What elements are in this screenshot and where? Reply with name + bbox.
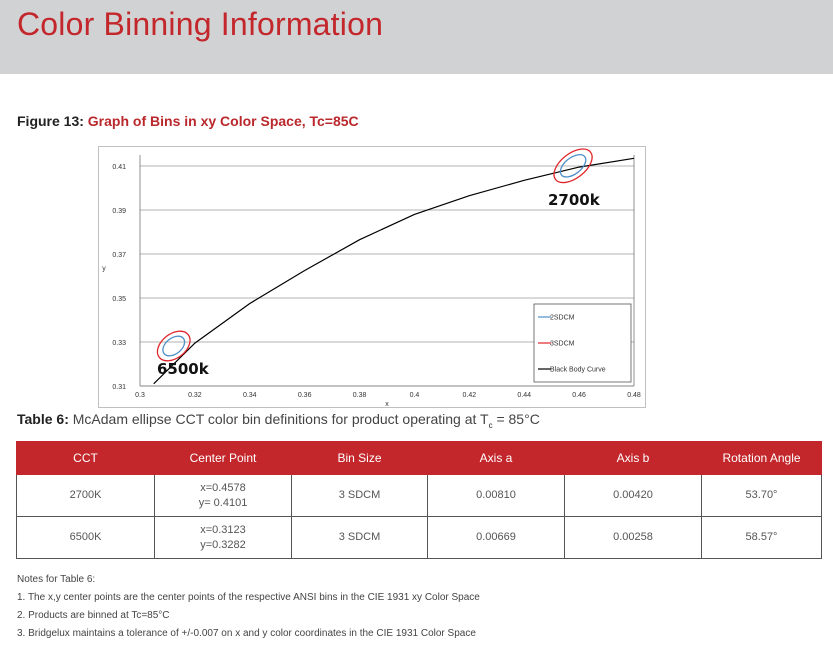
- table-caption-sub: c: [488, 420, 493, 430]
- y-tick-label: 0.33: [112, 340, 126, 347]
- cell-center-y: y=0.3282: [200, 538, 246, 551]
- table-header-row: CCT Center Point Bin Size Axis a Axis b …: [16, 441, 822, 475]
- col-header-rotation: Rotation Angle: [701, 441, 822, 475]
- legend-label: Black Body Curve: [550, 367, 606, 374]
- y-tick-label: 0.31: [112, 384, 126, 391]
- table-row: 6500K x=0.3123 y=0.3282 3 SDCM 0.00669 0.…: [16, 516, 822, 559]
- cell-rotation: 58.57°: [701, 516, 822, 559]
- bins-chart: 0.31 0.33 0.35 0.37 0.39 0.41 0.3 0.32 0.34 0.36 0…: [98, 146, 646, 408]
- cell-cct: 2700K: [16, 474, 155, 517]
- table-caption-text: McAdam ellipse CCT color bin definitions…: [72, 411, 489, 427]
- black-body-curve: [153, 157, 635, 385]
- x-tick-label: 0.44: [517, 392, 531, 399]
- y-tick-label: 0.35: [112, 296, 126, 303]
- page-title: Color Binning Information: [17, 6, 384, 42]
- legend-label: 2SDCM: [550, 315, 575, 322]
- table-label: Table 6:: [17, 411, 69, 427]
- x-tick-label: 0.48: [627, 392, 641, 399]
- cell-center-y: y= 0.4101: [198, 496, 248, 509]
- cell-center-x: x=0.4578: [200, 481, 246, 494]
- cell-axis-a: 0.00810: [427, 474, 565, 517]
- x-tick-label: 0.42: [463, 392, 477, 399]
- x-tick-label: 0.34: [243, 392, 257, 399]
- cell-axis-b: 0.00258: [564, 516, 702, 559]
- figure-title: Graph of Bins in xy Color Space, Tc=85C: [87, 113, 359, 129]
- figure-caption: Figure 13: Graph of Bins in xy Color Spa…: [17, 113, 359, 129]
- x-axis-label: x: [385, 401, 389, 408]
- cell-axis-b: 0.00420: [564, 474, 702, 517]
- table-row: 2700K x=0.4578 y= 0.4101 3 SDCM 0.00810 0…: [16, 474, 822, 517]
- table-caption: Table 6: McAdam ellipse CCT color bin de…: [17, 411, 540, 430]
- ellipse-2sdcm: [162, 335, 186, 357]
- cell-center-point: x=0.3123 y=0.3282: [154, 516, 292, 559]
- note-item: 1. The x,y center points are the center …: [17, 592, 480, 603]
- ellipse-2sdcm: [559, 154, 587, 178]
- cell-axis-a: 0.00669: [427, 516, 565, 559]
- chart-container: 0.31 0.33 0.35 0.37 0.39 0.41 0.3 0.32 0.34 0.36 0…: [98, 146, 646, 408]
- figure-label: Figure 13:: [17, 113, 84, 129]
- cell-bin-size: 3 SDCM: [291, 516, 428, 559]
- x-tick-label: 0.32: [188, 392, 202, 399]
- header-banner: Color Binning Information: [0, 0, 833, 74]
- x-tick-label: 0.3: [135, 392, 145, 399]
- x-tick-label: 0.4: [410, 392, 420, 399]
- cell-rotation: 53.70°: [701, 474, 822, 517]
- annotation-2700k: 2700k: [548, 191, 601, 209]
- col-header-cct: CCT: [16, 441, 155, 475]
- note-item: 3. Bridgelux maintains a tolerance of +/…: [17, 628, 476, 639]
- annotation-6500k: 6500k: [157, 360, 210, 378]
- x-tick-label: 0.46: [572, 392, 586, 399]
- table-caption-tail: = 85°C: [492, 411, 540, 427]
- cell-center-point: x=0.4578 y= 0.4101: [154, 474, 292, 517]
- notes-section: Notes for Table 6: 1. The x,y center poi…: [17, 571, 480, 643]
- legend-label: 3SDCM: [550, 341, 575, 348]
- note-item: 2. Products are binned at Tc=85°C: [17, 610, 170, 621]
- ellipse-3sdcm: [553, 148, 593, 184]
- y-tick-label: 0.39: [112, 208, 126, 215]
- col-header-bin-size: Bin Size: [291, 441, 428, 475]
- y-axis-label: y: [102, 266, 106, 273]
- bins-table: CCT Center Point Bin Size Axis a Axis b …: [16, 441, 822, 559]
- cell-bin-size: 3 SDCM: [291, 474, 428, 517]
- y-tick-label: 0.37: [112, 252, 126, 259]
- col-header-axis-b: Axis b: [564, 441, 702, 475]
- y-tick-label: 0.41: [112, 164, 126, 171]
- col-header-axis-a: Axis a: [427, 441, 565, 475]
- notes-title: Notes for Table 6:: [17, 574, 96, 585]
- col-header-center-point: Center Point: [154, 441, 292, 475]
- x-tick-label: 0.38: [353, 392, 367, 399]
- ellipse-3sdcm: [156, 330, 191, 362]
- cell-cct: 6500K: [16, 516, 155, 559]
- cell-center-x: x=0.3123: [200, 523, 246, 536]
- x-tick-label: 0.36: [298, 392, 312, 399]
